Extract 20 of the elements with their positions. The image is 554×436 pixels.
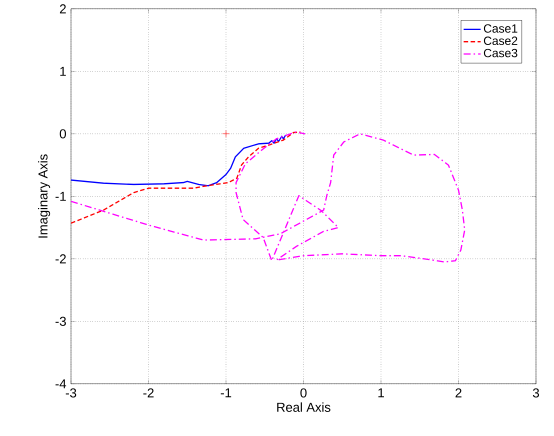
x-tick-label: 3 bbox=[532, 388, 540, 398]
line-series bbox=[71, 134, 286, 186]
y-tick-label: -1 bbox=[56, 192, 66, 201]
y-tick-label: -4 bbox=[56, 379, 66, 388]
y-tick-label: 2 bbox=[60, 4, 66, 14]
legend-label: Case3 bbox=[484, 48, 518, 58]
x-tick-label: -2 bbox=[143, 388, 154, 398]
y-axis-title: Imaginary Axis bbox=[38, 154, 50, 238]
y-tick-label: 1 bbox=[60, 66, 66, 76]
x-tick-label: 1 bbox=[378, 388, 384, 398]
x-axis-title: Real Axis bbox=[277, 402, 330, 412]
line-series bbox=[71, 131, 466, 263]
x-tick-label: 2 bbox=[456, 388, 462, 398]
legend-label: Case1 bbox=[484, 24, 518, 33]
y-tick-label: -2 bbox=[56, 254, 66, 264]
legend-label: Case2 bbox=[484, 36, 518, 46]
x-tick-label: 0 bbox=[300, 388, 307, 398]
x-tick-label: -1 bbox=[220, 388, 232, 398]
y-tick-label: -3 bbox=[56, 316, 66, 326]
y-tick-label: 0 bbox=[60, 129, 66, 138]
